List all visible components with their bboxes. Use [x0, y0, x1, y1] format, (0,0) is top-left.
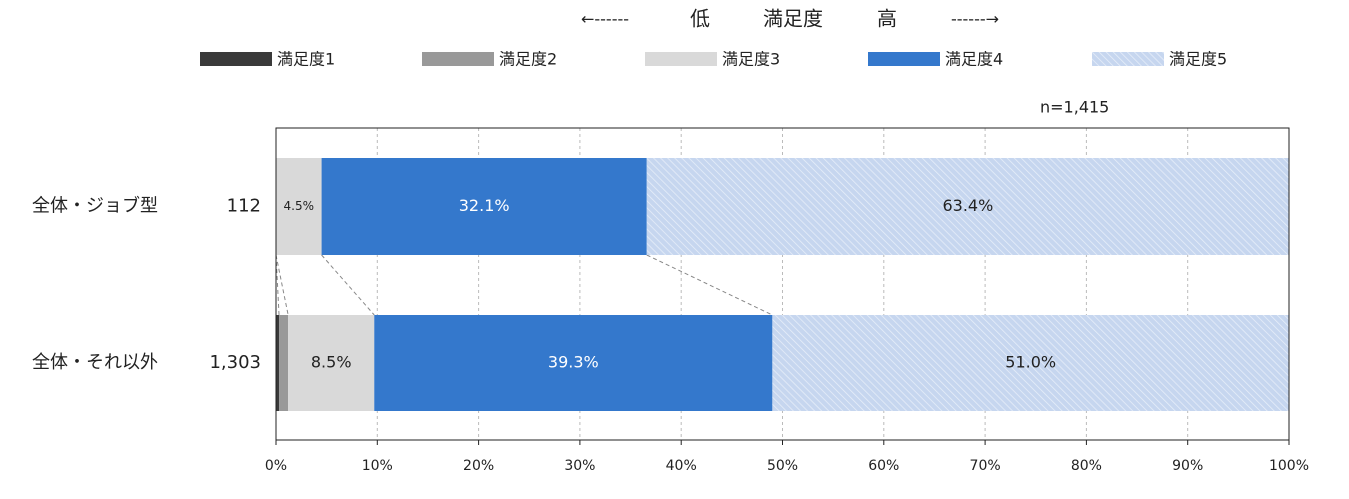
header-title: 満足度 [763, 7, 823, 31]
legend-swatch [200, 52, 272, 66]
bar-segment [276, 315, 280, 411]
legend-label: 満足度4 [945, 50, 1003, 69]
legend-label: 満足度5 [1169, 50, 1227, 69]
bar-segment [772, 315, 1289, 411]
legend-label: 満足度3 [722, 50, 780, 69]
x-tick-label: 80% [1071, 458, 1102, 474]
connector [646, 254, 773, 316]
bar-segment [374, 315, 773, 411]
x-tick-label: 70% [970, 458, 1001, 474]
data-label: 39.3% [548, 353, 599, 372]
legend-label: 満足度1 [277, 50, 335, 69]
x-tick-label: 30% [564, 458, 595, 474]
bar-segment [288, 315, 375, 411]
connector [275, 254, 280, 316]
data-label: 32.1% [459, 196, 510, 215]
header-high: 高 [877, 7, 897, 31]
x-tick-label: 40% [666, 458, 697, 474]
connector [321, 254, 375, 316]
category-count: 112 [227, 196, 261, 217]
bar-segment [646, 158, 1289, 255]
data-label: 4.5% [284, 199, 315, 213]
sample-note: n=1,415 [1040, 98, 1109, 117]
x-tick-label: 100% [1269, 458, 1309, 474]
bar-segment [276, 158, 322, 255]
data-label: 51.0% [1005, 353, 1056, 372]
data-label: 63.4% [942, 196, 993, 215]
header-arrow: ←------ [581, 10, 629, 29]
legend-swatch [1092, 52, 1164, 66]
x-tick-label: 0% [265, 458, 287, 474]
x-tick-label: 60% [868, 458, 899, 474]
x-tick-label: 20% [463, 458, 494, 474]
header-low: 低 [690, 7, 710, 31]
x-tick-label: 10% [362, 458, 393, 474]
category-count: 1,303 [209, 352, 261, 373]
header-arrow: ------→ [951, 10, 999, 29]
legend-swatch [422, 52, 494, 66]
legend-swatch [868, 52, 940, 66]
bar-segment [321, 158, 647, 255]
category-label: 全体・それ以外 [32, 352, 158, 373]
plot-frame [275, 127, 1290, 441]
legend-label: 満足度2 [499, 50, 557, 69]
legend-swatch [645, 52, 717, 66]
data-label: 8.5% [311, 353, 352, 372]
bar-segment [279, 315, 289, 411]
x-tick-label: 90% [1172, 458, 1203, 474]
x-tick-label: 50% [767, 458, 798, 474]
category-label: 全体・ジョブ型 [32, 195, 158, 217]
header: ←------ 低 満足度 高 ------→ [581, 7, 999, 31]
connector [275, 254, 289, 316]
